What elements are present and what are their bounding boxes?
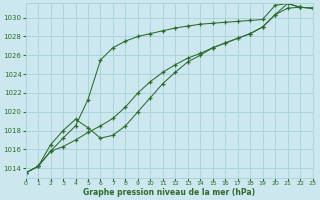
X-axis label: Graphe pression niveau de la mer (hPa): Graphe pression niveau de la mer (hPa) bbox=[83, 188, 255, 197]
